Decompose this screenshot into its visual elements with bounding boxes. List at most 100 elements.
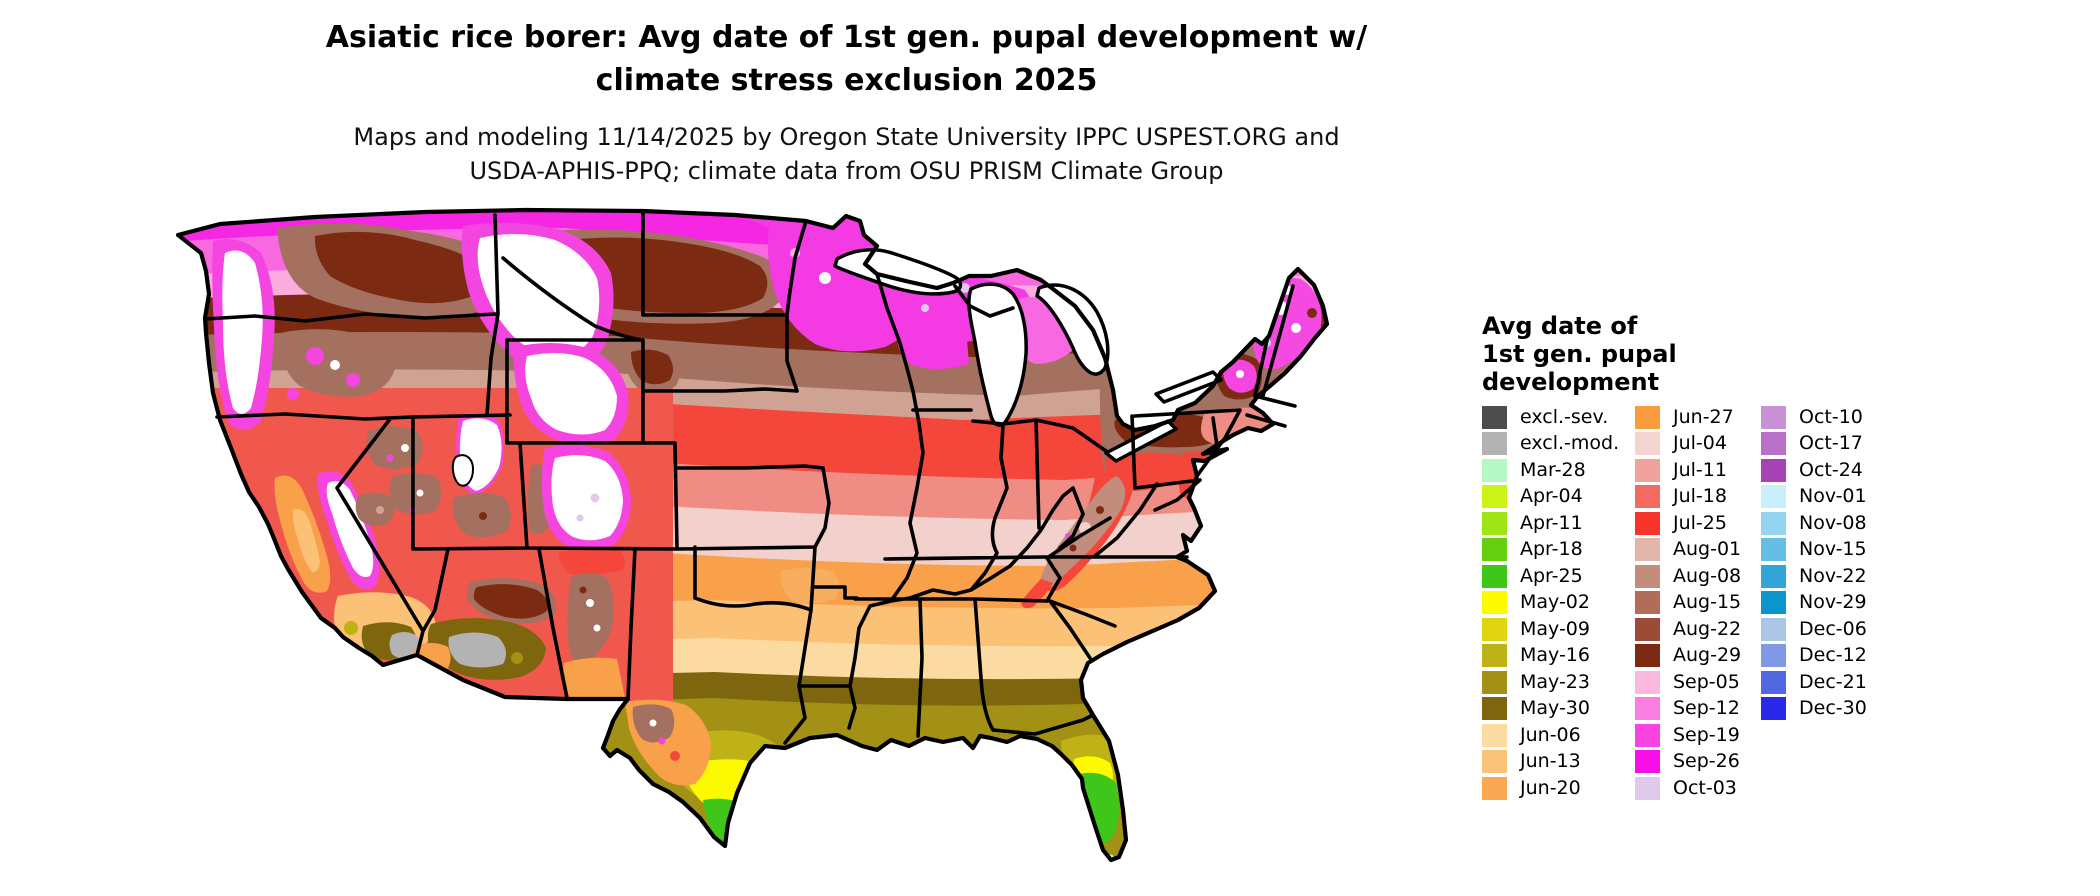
legend-item: Aug-22 [1635, 616, 1761, 643]
legend-swatch [1635, 670, 1660, 694]
legend-label: Dec-12 [1799, 644, 1867, 667]
legend-item: Sep-05 [1635, 669, 1761, 696]
legend-label: May-16 [1520, 644, 1590, 667]
legend-label: Mar-28 [1520, 458, 1586, 481]
legend-item: May-02 [1482, 590, 1635, 617]
legend-swatch [1635, 511, 1660, 535]
legend-item: Oct-03 [1635, 775, 1761, 802]
subtitle-line-2: USDA-APHIS-PPQ; climate data from OSU PR… [469, 157, 1224, 185]
great-salt-lake [451, 454, 474, 487]
state-borders [203, 209, 1297, 745]
legend-swatch [1635, 644, 1660, 668]
legend-label: Apr-04 [1520, 485, 1583, 508]
legend-column: excl.-sev. excl.-mod. Mar-28 Apr-04 Apr-11 Ap… [1482, 404, 1635, 802]
legend-item: Apr-18 [1482, 537, 1635, 564]
title-line-2: climate stress exclusion 2025 [595, 63, 1098, 98]
legend-swatch [1635, 723, 1660, 747]
legend-item: Nov-15 [1761, 537, 1901, 564]
legend-swatch [1761, 644, 1786, 668]
chart-title: Asiatic rice borer: Avg date of 1st gen.… [0, 16, 1693, 102]
legend-swatch [1761, 697, 1786, 721]
legend-label: Aug-22 [1673, 617, 1742, 640]
legend-item: May-30 [1482, 696, 1635, 723]
lake-ontario [1154, 370, 1223, 404]
legend-swatch [1635, 485, 1660, 509]
legend-label: Apr-18 [1520, 538, 1583, 561]
legend-item: Nov-08 [1761, 510, 1901, 537]
legend-label: Sep-12 [1673, 697, 1740, 720]
legend-swatch [1635, 776, 1660, 800]
legend-item: Mar-28 [1482, 457, 1635, 484]
legend-swatch [1482, 776, 1507, 800]
legend-swatch [1635, 591, 1660, 615]
legend-label: Nov-08 [1799, 511, 1867, 534]
title-line-1: Asiatic rice borer: Avg date of 1st gen.… [325, 20, 1368, 55]
legend-label: Jun-27 [1673, 405, 1734, 428]
legend-label: Nov-01 [1799, 485, 1867, 508]
legend-item: Oct-17 [1761, 431, 1901, 458]
legend-label: Aug-08 [1673, 564, 1742, 587]
map-legend: Avg date of 1st gen. pupal development e… [1482, 312, 2082, 800]
legend-swatch [1761, 458, 1786, 482]
legend-columns: excl.-sev. excl.-mod. Mar-28 Apr-04 Apr-11 Ap… [1482, 404, 1901, 802]
legend-swatch [1635, 697, 1660, 721]
legend-label: May-30 [1520, 697, 1590, 720]
legend-item: excl.-mod. [1482, 431, 1635, 458]
legend-label: Nov-15 [1799, 538, 1867, 561]
legend-label: Jul-18 [1673, 485, 1727, 508]
lake-michigan [967, 282, 1028, 427]
legend-label: Dec-30 [1799, 697, 1867, 720]
legend-label: Sep-26 [1673, 750, 1740, 773]
legend-label: Dec-06 [1799, 617, 1867, 640]
legend-item: Nov-01 [1761, 484, 1901, 511]
legend-title-line-3: development [1482, 368, 1660, 396]
legend-item: Nov-29 [1761, 590, 1901, 617]
legend-label: Oct-03 [1673, 776, 1737, 799]
legend-title: Avg date of 1st gen. pupal development [1482, 312, 2082, 396]
legend-item: Dec-30 [1761, 696, 1901, 723]
legend-item: Apr-04 [1482, 484, 1635, 511]
legend-item: Nov-22 [1761, 563, 1901, 590]
us-outline-stroke [175, 207, 1330, 863]
legend-swatch [1482, 511, 1507, 535]
legend-item: Jul-11 [1635, 457, 1761, 484]
legend-item: Dec-21 [1761, 669, 1901, 696]
legend-label: Oct-10 [1799, 405, 1863, 428]
subtitle-line-1: Maps and modeling 11/14/2025 by Oregon S… [353, 123, 1340, 151]
legend-label: Jun-06 [1520, 723, 1581, 746]
legend-item: Aug-29 [1635, 643, 1761, 670]
legend-label: Apr-25 [1520, 564, 1583, 587]
legend-swatch [1761, 538, 1786, 562]
legend-item: Jun-20 [1482, 775, 1635, 802]
legend-label: May-02 [1520, 591, 1590, 614]
legend-item: Dec-12 [1761, 643, 1901, 670]
us-choropleth-map [165, 158, 1440, 892]
legend-item: May-23 [1482, 669, 1635, 696]
legend-label: Jul-25 [1673, 511, 1727, 534]
legend-label: Jul-04 [1673, 432, 1727, 455]
legend-label: Nov-22 [1799, 564, 1867, 587]
legend-swatch [1635, 564, 1660, 588]
lake-huron [1035, 283, 1110, 376]
legend-item: Aug-01 [1635, 537, 1761, 564]
legend-swatch [1482, 564, 1507, 588]
legend-title-line-2: 1st gen. pupal [1482, 340, 1677, 368]
legend-column: Jun-27 Jul-04 Jul-11 Jul-18 Jul-25 Aug-01 Aug-… [1635, 404, 1761, 802]
legend-swatch [1635, 617, 1660, 641]
legend-label: Dec-21 [1799, 670, 1867, 693]
legend-label: excl.-mod. [1520, 432, 1620, 455]
legend-label: May-09 [1520, 617, 1590, 640]
legend-swatch [1761, 405, 1786, 429]
legend-item: excl.-sev. [1482, 404, 1635, 431]
legend-item: Apr-25 [1482, 563, 1635, 590]
legend-swatch [1482, 670, 1507, 694]
lake-erie [1104, 419, 1178, 463]
legend-label: excl.-sev. [1520, 405, 1609, 428]
legend-swatch [1635, 458, 1660, 482]
legend-item: Aug-15 [1635, 590, 1761, 617]
legend-label: Oct-17 [1799, 432, 1863, 455]
legend-swatch [1482, 644, 1507, 668]
legend-item: Jul-25 [1635, 510, 1761, 537]
legend-label: Aug-15 [1673, 591, 1742, 614]
